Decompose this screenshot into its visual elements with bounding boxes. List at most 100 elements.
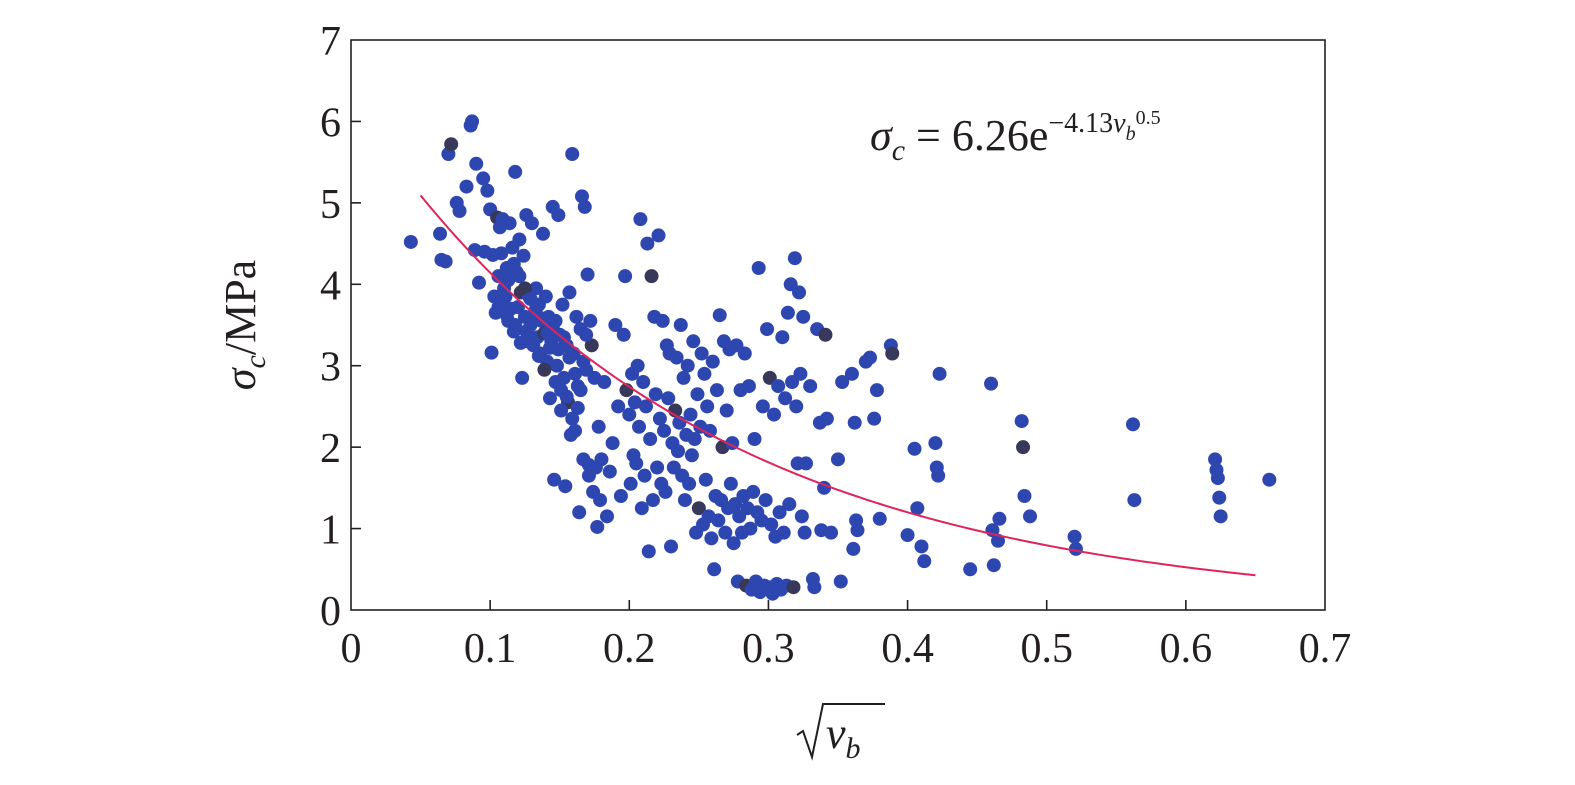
x-tick-label: 0.6 bbox=[1160, 626, 1213, 672]
data-point bbox=[600, 509, 615, 524]
data-point bbox=[819, 411, 834, 426]
equation-exponent-variable-subscript: b bbox=[1126, 123, 1136, 145]
x-axis: 0 0.1 0.2 0.3 0.4 0.5 0.6 0.7 bbox=[341, 600, 1351, 672]
data-point bbox=[700, 399, 715, 414]
data-point bbox=[574, 189, 589, 204]
data-point bbox=[583, 313, 598, 328]
data-point bbox=[711, 513, 726, 528]
data-point bbox=[616, 327, 631, 342]
data-point bbox=[747, 432, 762, 446]
x-axis-label-subscript: b bbox=[846, 732, 861, 765]
data-point bbox=[608, 318, 623, 332]
data-point bbox=[568, 366, 583, 381]
y-tick-label: 6 bbox=[320, 100, 341, 146]
data-point bbox=[794, 509, 809, 524]
plot-area bbox=[350, 39, 1326, 611]
data-point bbox=[1210, 471, 1225, 486]
data-point bbox=[1125, 417, 1140, 432]
data-point bbox=[694, 346, 709, 361]
data-point bbox=[963, 562, 978, 577]
data-point bbox=[537, 362, 552, 377]
data-point bbox=[751, 261, 766, 275]
data-point bbox=[591, 419, 606, 434]
svg-text:vb: vb bbox=[826, 709, 861, 765]
data-point bbox=[718, 525, 733, 540]
y-tick-label: 3 bbox=[320, 345, 341, 391]
data-point bbox=[885, 346, 900, 361]
data-point bbox=[572, 505, 587, 520]
data-point bbox=[499, 308, 514, 323]
data-point bbox=[570, 401, 585, 416]
data-point bbox=[529, 281, 544, 296]
fit-equation: σc = 6.26e−4.13vb0.5 bbox=[870, 107, 1161, 167]
data-point bbox=[605, 436, 620, 451]
equation-lhs: σ bbox=[870, 111, 894, 160]
data-point bbox=[568, 423, 583, 438]
data-point bbox=[547, 472, 562, 487]
y-tick-label: 7 bbox=[320, 19, 341, 65]
data-point bbox=[565, 411, 580, 426]
data-point bbox=[1262, 472, 1277, 487]
data-point bbox=[629, 456, 644, 471]
data-point bbox=[690, 387, 705, 402]
data-point bbox=[746, 484, 761, 499]
data-point bbox=[702, 423, 717, 438]
data-point bbox=[907, 441, 922, 456]
data-point bbox=[867, 411, 882, 426]
data-point bbox=[758, 493, 773, 508]
data-point bbox=[444, 137, 459, 152]
data-point bbox=[932, 366, 947, 381]
data-point bbox=[469, 156, 484, 171]
data-point bbox=[593, 493, 608, 508]
data-point bbox=[536, 226, 551, 241]
data-point bbox=[709, 383, 724, 398]
data-point bbox=[928, 436, 943, 451]
y-tick-label: 1 bbox=[320, 508, 341, 554]
data-point bbox=[513, 335, 528, 350]
data-point bbox=[655, 313, 670, 328]
data-point bbox=[726, 536, 741, 551]
data-point bbox=[984, 376, 999, 391]
y-tick-label: 0 bbox=[320, 589, 341, 635]
data-point bbox=[698, 472, 713, 487]
data-point bbox=[686, 334, 701, 349]
data-point bbox=[640, 236, 655, 251]
y-tick-label: 4 bbox=[320, 263, 341, 309]
data-point bbox=[565, 147, 580, 161]
data-point bbox=[704, 531, 719, 546]
data-point bbox=[850, 523, 865, 538]
data-point bbox=[581, 468, 596, 483]
data-point bbox=[793, 366, 808, 381]
data-point bbox=[818, 327, 833, 342]
data-point bbox=[669, 350, 684, 365]
data-point bbox=[787, 251, 802, 266]
data-point bbox=[719, 403, 734, 418]
data-point bbox=[1208, 452, 1223, 467]
data-point bbox=[569, 309, 584, 324]
data-point bbox=[900, 528, 915, 543]
equation-rhs: = 6.26e bbox=[905, 111, 1048, 160]
x-tick-label: 0.4 bbox=[881, 626, 934, 672]
data-point bbox=[910, 501, 925, 516]
data-point bbox=[559, 389, 574, 404]
data-point bbox=[650, 460, 665, 475]
y-tick-label: 2 bbox=[320, 426, 341, 472]
data-point bbox=[872, 511, 887, 526]
data-point bbox=[844, 366, 859, 381]
data-point bbox=[764, 517, 779, 532]
data-point bbox=[1016, 440, 1031, 455]
data-point bbox=[472, 275, 487, 290]
y-axis-label-unit: /MPa bbox=[216, 260, 265, 355]
data-point bbox=[697, 366, 712, 381]
data-point bbox=[835, 375, 850, 389]
data-point bbox=[512, 269, 527, 284]
data-point bbox=[652, 411, 667, 426]
data-point bbox=[613, 489, 628, 503]
data-point bbox=[676, 370, 691, 385]
data-point bbox=[551, 208, 566, 223]
data-point bbox=[705, 354, 720, 369]
data-point bbox=[831, 452, 845, 467]
data-point bbox=[549, 358, 564, 373]
data-point bbox=[687, 432, 702, 446]
